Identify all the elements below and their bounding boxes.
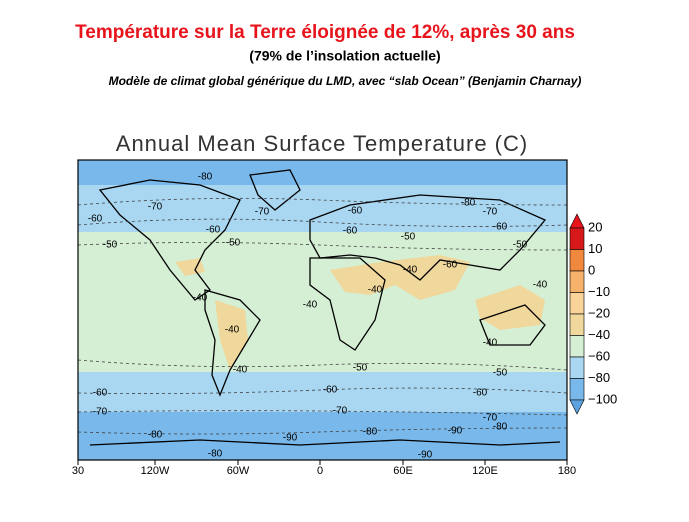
contour-label: -80 <box>198 172 213 183</box>
colorbar-segment <box>569 313 585 336</box>
contour-label: -50 <box>493 368 508 379</box>
colorbar-segment <box>569 249 585 272</box>
colorbar-label: −100 <box>588 391 617 406</box>
contour-label: -80 <box>461 198 476 209</box>
contour-label: -80 <box>363 427 378 438</box>
contour-label: -60 <box>323 385 338 396</box>
land-warm <box>175 258 205 276</box>
contour-label: -60 <box>93 388 108 399</box>
contour-label: -60 <box>473 388 488 399</box>
colorbar-segment <box>569 335 585 358</box>
contour-label: -90 <box>448 426 463 437</box>
colorbar-label: −40 <box>588 327 610 342</box>
colorbar-segment <box>569 378 585 401</box>
polar-band <box>78 412 567 460</box>
contour-label: -40 <box>225 325 240 336</box>
coastlines <box>89 169 561 446</box>
x-tick-label: 120E <box>472 465 498 477</box>
x-tick-label: 0 <box>317 465 323 477</box>
colorbar-label: 10 <box>588 241 602 256</box>
slide-title: Température sur la Terre éloignée de 12%… <box>75 22 575 43</box>
credit: Modèle de climat global générique du LMD… <box>109 74 582 88</box>
colorbar-label: −80 <box>588 370 610 385</box>
land-warm <box>330 255 470 300</box>
contour-label: -70 <box>148 202 163 213</box>
x-tick-label: 60W <box>227 465 250 477</box>
contour-label: -70 <box>483 413 498 424</box>
contour-label: -60 <box>493 222 508 233</box>
contour-label: -90 <box>418 450 433 461</box>
contour-label: -40 <box>403 265 418 276</box>
x-tick-label: 120W <box>141 465 170 477</box>
contour-label: -60 <box>348 206 363 217</box>
x-tick-label: 60E <box>393 465 413 477</box>
contour-label: -70 <box>333 406 348 417</box>
map <box>77 159 568 461</box>
contours <box>77 197 568 435</box>
x-tick-label: 30 <box>72 465 84 477</box>
contour-label: -40 <box>233 365 248 376</box>
contour-label: -40 <box>483 338 498 349</box>
contour-label: -60 <box>343 226 358 237</box>
colorbar-cap <box>569 213 585 229</box>
colorbar-cap <box>569 399 585 415</box>
contour-label: -80 <box>493 422 508 433</box>
contour-label: -70 <box>255 207 270 218</box>
map-frame <box>77 159 568 461</box>
colorbar-label: −60 <box>588 348 610 363</box>
colorbar-label: 20 <box>588 219 602 234</box>
contour-label: -50 <box>353 363 368 374</box>
contour-label: -60 <box>443 260 458 271</box>
x-tick-label: 180 <box>558 465 576 477</box>
contour-label: -60 <box>88 214 103 225</box>
contour-label: -60 <box>206 225 221 236</box>
map-title: Annual Mean Surface Temperature (C) <box>116 131 528 156</box>
colorbar-segment <box>569 356 585 379</box>
contour-label: -80 <box>208 449 223 460</box>
contour-label: -40 <box>193 293 208 304</box>
colorbar-segment <box>569 227 585 250</box>
contour-label: -70 <box>93 407 108 418</box>
contour-label: -40 <box>303 300 318 311</box>
colorbar-label: 0 <box>588 262 595 277</box>
contour-label: -70 <box>483 207 498 218</box>
contour-label: -40 <box>533 280 548 291</box>
land-warm <box>475 285 545 330</box>
polar-band <box>78 160 567 185</box>
colorbar-segment <box>569 292 585 315</box>
contour-label: -80 <box>148 430 163 441</box>
subtitle: (79% de l’insolation actuelle) <box>249 48 440 64</box>
contour-label: -50 <box>513 240 528 251</box>
contour-label: -50 <box>401 232 416 243</box>
contour-label: -40 <box>368 285 383 296</box>
colorbar-label: −20 <box>588 305 610 320</box>
colorbar-label: −10 <box>588 284 610 299</box>
colorbar-segment <box>569 270 585 293</box>
contour-label: -90 <box>283 433 298 444</box>
contour-label: -50 <box>103 240 118 251</box>
contour-label: -50 <box>226 238 241 249</box>
